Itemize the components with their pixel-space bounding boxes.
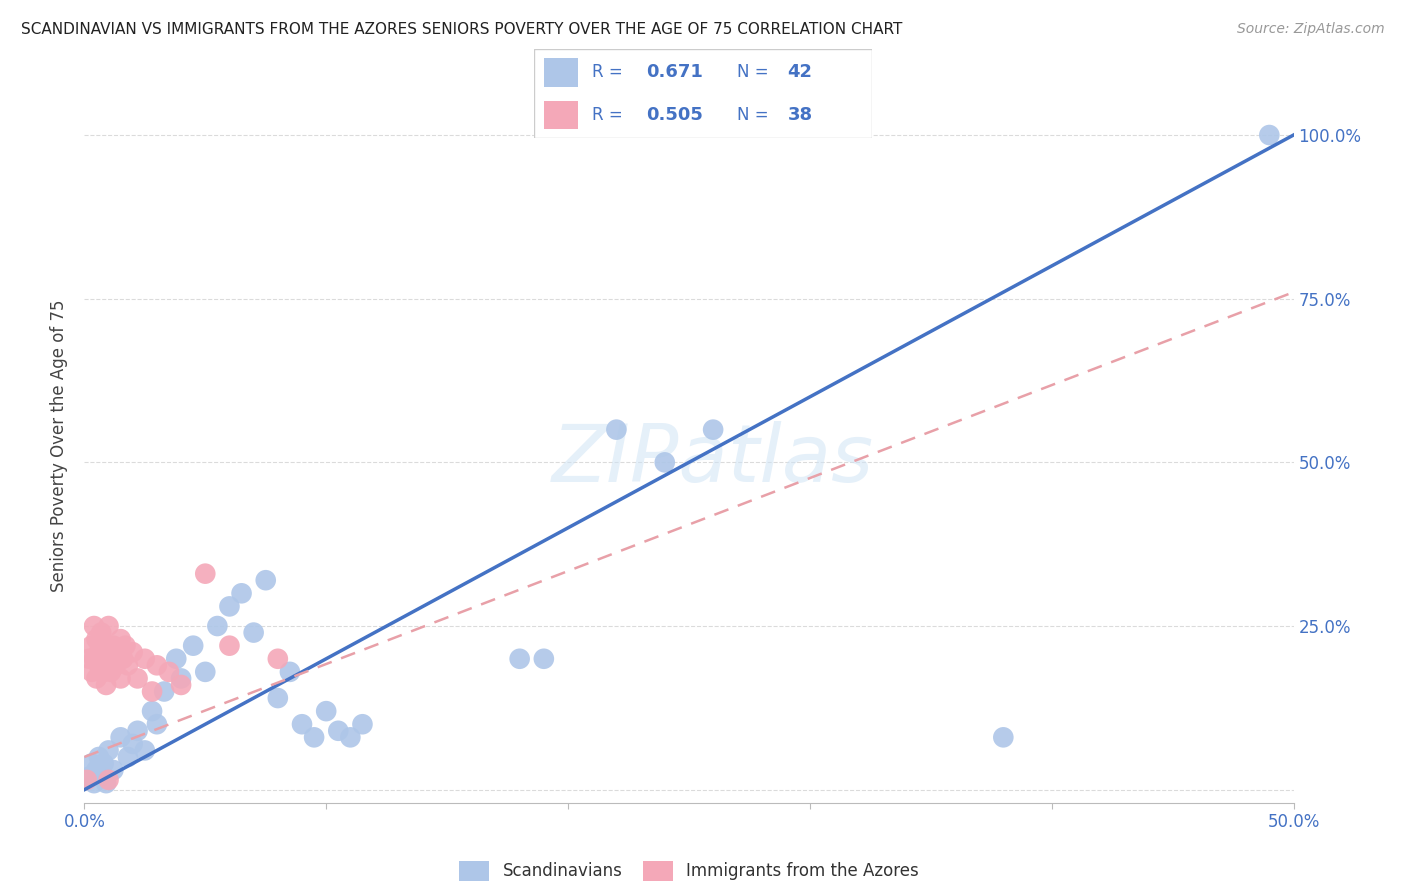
- Point: [194, 665, 217, 679]
- Point: [87, 645, 110, 659]
- Point: [87, 750, 110, 764]
- Point: [87, 658, 110, 673]
- Point: [86, 763, 108, 777]
- Point: [157, 665, 180, 679]
- Point: [533, 652, 555, 666]
- Point: [170, 678, 193, 692]
- Point: [77, 652, 100, 666]
- Point: [93, 665, 115, 679]
- Point: [90, 639, 112, 653]
- Point: [207, 619, 229, 633]
- Y-axis label: Seniors Poverty Over the Age of 75: Seniors Poverty Over the Age of 75: [51, 300, 69, 592]
- Bar: [544, 101, 578, 129]
- Legend: Scandinavians, Immigrants from the Azores: Scandinavians, Immigrants from the Azore…: [453, 855, 925, 888]
- Point: [110, 672, 132, 686]
- Point: [291, 717, 314, 731]
- Point: [112, 652, 135, 666]
- Text: SCANDINAVIAN VS IMMIGRANTS FROM THE AZORES SENIORS POVERTY OVER THE AGE OF 75 CO: SCANDINAVIAN VS IMMIGRANTS FROM THE AZOR…: [21, 22, 903, 37]
- Point: [267, 652, 290, 666]
- Point: [218, 599, 240, 614]
- Text: 38: 38: [787, 106, 813, 124]
- Point: [76, 772, 98, 787]
- Point: [141, 684, 163, 698]
- Point: [94, 776, 117, 790]
- Point: [1258, 128, 1281, 142]
- Point: [242, 625, 264, 640]
- Point: [170, 672, 193, 686]
- Point: [90, 625, 112, 640]
- Point: [153, 684, 176, 698]
- Point: [194, 566, 217, 581]
- Point: [302, 731, 325, 745]
- Point: [117, 658, 139, 673]
- Point: [509, 652, 531, 666]
- Point: [117, 750, 139, 764]
- Point: [107, 645, 129, 659]
- Point: [80, 639, 103, 653]
- Text: Source: ZipAtlas.com: Source: ZipAtlas.com: [1237, 22, 1385, 37]
- Point: [218, 639, 240, 653]
- Point: [103, 763, 125, 777]
- Point: [104, 658, 127, 673]
- Point: [278, 665, 301, 679]
- Text: 0.671: 0.671: [645, 63, 703, 81]
- Point: [141, 704, 163, 718]
- Point: [103, 639, 125, 653]
- Point: [83, 776, 105, 790]
- Point: [254, 573, 277, 587]
- Point: [605, 423, 627, 437]
- Point: [654, 455, 676, 469]
- Point: [86, 672, 108, 686]
- Point: [231, 586, 253, 600]
- Point: [114, 639, 136, 653]
- Point: [100, 665, 122, 679]
- Point: [267, 691, 290, 706]
- Point: [146, 717, 169, 731]
- Point: [80, 665, 103, 679]
- Point: [993, 731, 1015, 745]
- Point: [94, 639, 117, 653]
- Point: [134, 652, 156, 666]
- Point: [83, 652, 105, 666]
- Point: [83, 619, 105, 633]
- Point: [352, 717, 374, 731]
- Point: [77, 770, 100, 784]
- Point: [339, 731, 361, 745]
- Point: [93, 756, 115, 771]
- Text: ZIPatlas: ZIPatlas: [553, 421, 875, 500]
- Point: [121, 645, 143, 659]
- Point: [86, 632, 108, 647]
- Point: [97, 772, 120, 787]
- Point: [97, 619, 120, 633]
- Text: R =: R =: [592, 106, 627, 124]
- Point: [315, 704, 337, 718]
- Text: 42: 42: [787, 63, 813, 81]
- Text: N =: N =: [737, 63, 773, 81]
- Point: [93, 652, 115, 666]
- Point: [181, 639, 204, 653]
- Point: [94, 678, 117, 692]
- Text: R =: R =: [592, 63, 627, 81]
- Point: [328, 723, 350, 738]
- Point: [165, 652, 187, 666]
- Point: [146, 658, 169, 673]
- Bar: [544, 58, 578, 87]
- Point: [127, 723, 149, 738]
- Text: 0.505: 0.505: [645, 106, 703, 124]
- Point: [134, 743, 156, 757]
- Point: [110, 632, 132, 647]
- Text: N =: N =: [737, 106, 773, 124]
- Point: [80, 756, 103, 771]
- Point: [702, 423, 724, 437]
- Point: [127, 672, 149, 686]
- Point: [97, 652, 120, 666]
- Point: [121, 737, 143, 751]
- Point: [90, 770, 112, 784]
- Point: [97, 743, 120, 757]
- Point: [110, 731, 132, 745]
